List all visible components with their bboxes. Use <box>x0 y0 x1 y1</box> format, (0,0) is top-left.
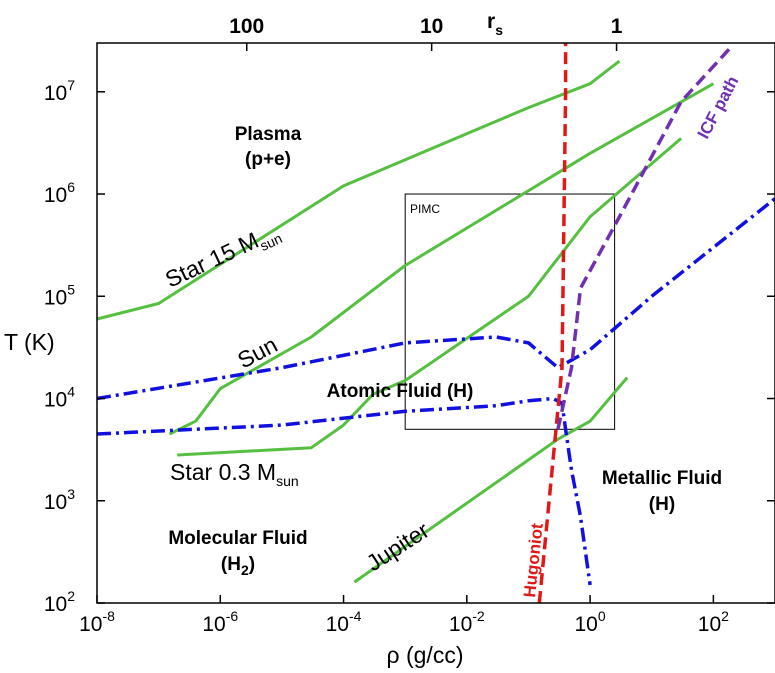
x-axis-ticks: 10-8 10-6 10-4 10-2 100 102 <box>79 595 729 636</box>
x-tick-exp: -4 <box>349 608 362 624</box>
x-tick-base: 10 <box>575 613 598 636</box>
y-tick-base: 10 <box>44 286 67 309</box>
label-hugoniot: Hugoniot <box>520 522 547 598</box>
label-molecular-sub: 2 <box>241 562 249 578</box>
series-curves <box>97 43 775 603</box>
x-tick-exp: 0 <box>598 608 606 624</box>
top-axis-title-sub: s <box>495 22 503 38</box>
y-tick-base: 10 <box>44 184 67 207</box>
top-axis-title: rs <box>487 10 503 38</box>
y-axis-title: T (K) <box>4 329 55 355</box>
label-metallic-line2: (H) <box>649 494 675 515</box>
label-star-15-main: Star 15 M <box>161 227 262 293</box>
x-tick-exp: -6 <box>226 608 239 624</box>
top-tick-label: 100 <box>229 15 264 38</box>
x-tick-base: 10 <box>698 613 721 636</box>
label-metallic-line1: Metallic Fluid <box>602 468 722 489</box>
y-tick-exp: 5 <box>67 281 75 297</box>
y-tick-label: 103 <box>44 486 75 514</box>
label-star-15-sub: sun <box>257 230 284 254</box>
x-tick-exp: -8 <box>102 608 115 624</box>
top-tick-label: 10 <box>420 15 443 38</box>
x-tick-label: 10-4 <box>326 608 362 636</box>
top-tick-label: 1 <box>611 15 623 38</box>
label-jupiter: Jupiter <box>362 517 434 577</box>
x-tick-exp: -2 <box>472 608 485 624</box>
label-plasma-line1: Plasma <box>235 124 302 145</box>
x-axis-title: ρ (g/cc) <box>387 642 464 668</box>
series-hugoniot <box>539 43 565 603</box>
x-tick-label: 10-8 <box>79 608 115 636</box>
y-tick-exp: 3 <box>67 486 75 502</box>
label-star-03-sub: sun <box>276 473 299 489</box>
y-tick-base: 10 <box>44 389 67 412</box>
x-tick-label: 100 <box>575 608 606 636</box>
y-tick-base: 10 <box>44 82 67 105</box>
plot-frame <box>97 43 775 603</box>
label-star-15: Star 15 Msun <box>161 217 285 296</box>
y-tick-exp: 6 <box>67 179 75 195</box>
top-axis-title-main: r <box>487 10 495 33</box>
y-tick-exp: 4 <box>67 384 75 400</box>
x-tick-base: 10 <box>202 613 225 636</box>
y-tick-exp: 7 <box>67 77 75 93</box>
y-tick-label: 106 <box>44 179 75 207</box>
y-tick-label: 107 <box>44 77 75 105</box>
label-molecular-close: ) <box>249 554 255 575</box>
label-molecular-line2: (H2) <box>221 554 255 578</box>
series-star-0-3-m-sun <box>177 138 681 455</box>
label-molecular-line1: Molecular Fluid <box>168 528 307 549</box>
y-tick-label: 102 <box>44 588 75 616</box>
label-star-03-main: Star 0.3 M <box>170 459 276 485</box>
label-plasma-line2: (p+e) <box>245 149 291 170</box>
label-star-03: Star 0.3 Msun <box>170 459 299 489</box>
series-icf-path <box>558 46 732 429</box>
label-molecular-open: (H <box>221 554 241 575</box>
label-atomic-fluid: Atomic Fluid (H) <box>327 381 474 402</box>
y-tick-base: 10 <box>44 491 67 514</box>
x-tick-label: 10-6 <box>202 608 238 636</box>
y-tick-exp: 2 <box>67 588 75 604</box>
x-tick-exp: 2 <box>721 608 729 624</box>
y-tick-base: 10 <box>44 593 67 616</box>
x-tick-base: 10 <box>449 613 472 636</box>
y-tick-label: 105 <box>44 281 75 309</box>
y-tick-label: 104 <box>44 384 75 412</box>
x-tick-label: 10-2 <box>449 608 485 636</box>
label-icf-path: ICF path <box>694 73 743 142</box>
x-tick-base: 10 <box>79 613 102 636</box>
top-axis-ticks: 100 10 1 <box>229 15 622 51</box>
x-tick-base: 10 <box>326 613 349 636</box>
series-upper-boundary <box>97 199 775 399</box>
x-tick-label: 102 <box>698 608 729 636</box>
label-pimc: PIMC <box>410 202 440 216</box>
